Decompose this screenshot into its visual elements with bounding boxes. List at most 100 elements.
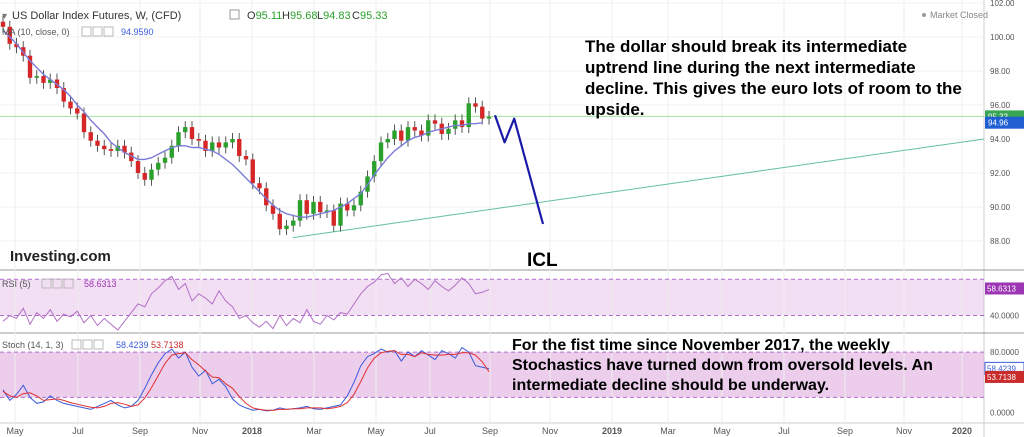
time-tick-label: May bbox=[713, 426, 731, 436]
candle-body bbox=[378, 142, 384, 162]
candle-body bbox=[432, 120, 438, 124]
candle-body bbox=[189, 127, 195, 139]
stoch-layer bbox=[0, 346, 984, 412]
stoch-hide-icon[interactable] bbox=[82, 339, 93, 350]
price-tick-label: 96.00 bbox=[990, 101, 1011, 110]
stoch-label[interactable]: Stoch (14, 1, 3) bbox=[2, 340, 64, 350]
candle-body bbox=[142, 173, 147, 180]
time-tick-label: Jul bbox=[72, 426, 84, 436]
stoch-close-icon[interactable] bbox=[93, 339, 104, 350]
candle-body bbox=[95, 140, 100, 146]
candle-body bbox=[14, 43, 19, 48]
icl-label: ICL bbox=[527, 250, 558, 271]
price-tick-label: 102.00 bbox=[990, 0, 1015, 8]
rsi-layer bbox=[0, 272, 984, 331]
stoch-tick-label: 80.0000 bbox=[990, 348, 1019, 357]
candle-body bbox=[453, 120, 458, 129]
rsi-band bbox=[0, 279, 984, 316]
annotation-top: The dollar should break its intermediate… bbox=[585, 37, 962, 119]
candle-body bbox=[351, 205, 357, 211]
price-tick-label: 94.00 bbox=[990, 135, 1011, 144]
time-tick-label: Jul bbox=[778, 426, 790, 436]
svg-text:O95.11: O95.11 bbox=[247, 10, 282, 22]
candle-body bbox=[372, 161, 377, 177]
price-tick-label: 100.00 bbox=[990, 33, 1015, 42]
rsi-label[interactable]: RSI (5) bbox=[2, 279, 31, 289]
candle-body bbox=[358, 191, 363, 206]
svg-text:L94.83: L94.83 bbox=[317, 10, 351, 22]
time-tick-label: 2020 bbox=[952, 426, 972, 436]
price-tick-label: 98.00 bbox=[990, 67, 1011, 76]
close-value: 95.33 bbox=[360, 10, 388, 22]
settings-icon[interactable] bbox=[229, 9, 240, 20]
low-label: L bbox=[317, 10, 323, 22]
ma-close-icon[interactable] bbox=[103, 26, 114, 37]
stoch-k-tag-text: 58.4239 bbox=[987, 364, 1016, 373]
candle-body bbox=[102, 145, 107, 150]
investing-watermark: Investing.com bbox=[10, 248, 111, 265]
time-tick-label: Nov bbox=[896, 426, 913, 436]
candle-body bbox=[277, 213, 282, 230]
candle-body bbox=[176, 132, 181, 146]
chart-collapse-icon[interactable]: ▾ bbox=[2, 11, 7, 22]
candle-body bbox=[419, 130, 424, 136]
ma-hide-icon[interactable] bbox=[92, 26, 103, 37]
high-label: H bbox=[282, 10, 290, 22]
candle-body bbox=[169, 145, 174, 158]
ma-price-tag bbox=[985, 116, 1024, 129]
candle-body bbox=[297, 200, 303, 221]
candle-body bbox=[426, 120, 431, 136]
candle-body bbox=[135, 161, 141, 173]
candle-body bbox=[7, 26, 12, 44]
symbol-title[interactable]: US Dollar Index Futures, W, (CFD) bbox=[12, 10, 181, 22]
candle-body bbox=[399, 130, 404, 141]
candle-body bbox=[345, 203, 350, 211]
candle-body bbox=[27, 55, 33, 78]
rsi-close-icon[interactable] bbox=[63, 278, 74, 289]
candle-body bbox=[81, 113, 87, 133]
candle-body bbox=[243, 156, 249, 160]
stoch-settings-icon[interactable] bbox=[71, 339, 82, 350]
price-tick-label: 88.00 bbox=[990, 237, 1011, 246]
market-status-dot bbox=[922, 13, 926, 17]
candle-body bbox=[311, 201, 316, 214]
candle-body bbox=[68, 101, 73, 109]
time-tick-label: Mar bbox=[660, 426, 676, 436]
ma-price-tag-text: 94.96 bbox=[988, 119, 1009, 128]
candle-body bbox=[115, 145, 120, 151]
stoch-band bbox=[0, 352, 984, 398]
ma-settings-icon[interactable] bbox=[81, 26, 92, 37]
time-tick-label: Sep bbox=[482, 426, 498, 436]
stoch-k-value: 58.4239 bbox=[116, 340, 149, 350]
candle-body bbox=[230, 139, 235, 143]
low-value: 94.83 bbox=[323, 10, 351, 22]
candle-body bbox=[210, 142, 215, 151]
candle-body bbox=[405, 127, 411, 141]
candle-body bbox=[223, 142, 228, 148]
axis-labels: May Jul Sep Nov 2018 Mar May Jul Sep Nov 2019 Mar Ma… bbox=[6, 0, 1024, 436]
candle-body bbox=[122, 145, 127, 153]
time-tick-label: 2018 bbox=[242, 426, 262, 436]
rsi-hide-icon[interactable] bbox=[52, 278, 63, 289]
candle-body bbox=[338, 203, 343, 226]
main-pane bbox=[0, 0, 984, 270]
candle-body bbox=[183, 127, 188, 133]
candle-body bbox=[304, 200, 309, 214]
ma-label[interactable]: MA (10, close, 0) bbox=[2, 27, 70, 37]
candle-body bbox=[48, 79, 53, 83]
annotation-bottom: For the fist time since November 2017, t… bbox=[512, 337, 933, 394]
rsi-settings-icon[interactable] bbox=[41, 278, 52, 289]
time-tick-label: Nov bbox=[192, 426, 209, 436]
candle-body bbox=[318, 201, 323, 213]
time-tick-label: Sep bbox=[837, 426, 853, 436]
candle-body bbox=[88, 132, 93, 141]
ma-value: 94.9590 bbox=[121, 27, 154, 37]
time-tick-label: May bbox=[367, 426, 385, 436]
candle-body bbox=[331, 210, 336, 226]
candle-body bbox=[34, 76, 39, 78]
candle-body bbox=[196, 139, 201, 141]
time-tick-label: Nov bbox=[542, 426, 559, 436]
time-tick-label: Mar bbox=[306, 426, 322, 436]
candle-body bbox=[480, 106, 485, 119]
